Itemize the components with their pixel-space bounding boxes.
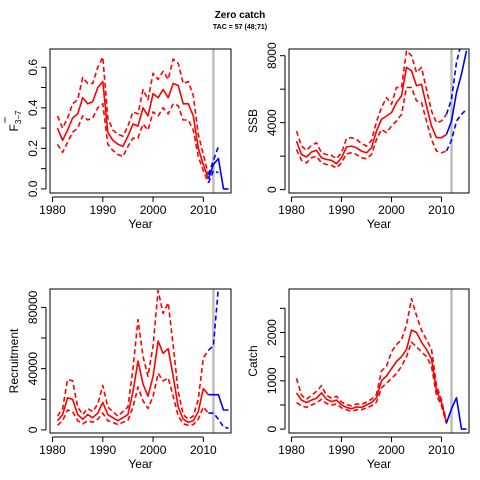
y-tick-label: 0.6 bbox=[26, 59, 40, 76]
x-tick-label: 2000 bbox=[378, 203, 405, 217]
figure-subtitle: TAC = 57 (48;71) bbox=[212, 24, 268, 31]
y-tick-label: 4000 bbox=[265, 109, 279, 136]
plot-frame bbox=[288, 48, 470, 194]
y-tick-label: 0.2 bbox=[26, 140, 40, 157]
panel-catch: 1980 1990 2000 2010 Year 0 1000 2000 Catch bbox=[246, 288, 470, 471]
y-tick-label: 0 bbox=[265, 425, 279, 432]
y-axis-title-main: F bbox=[7, 124, 21, 131]
x-axis-title: Year bbox=[128, 457, 152, 471]
panel-f: 1980 1990 2000 2010 Year 0.0 0.2 0.4 0.6 F3−7 bbox=[4, 48, 232, 231]
y-tick-label: 0 bbox=[265, 186, 279, 193]
plot-frame bbox=[288, 288, 470, 434]
historic-dashed-line-2 bbox=[56, 372, 210, 427]
historic-dashed-line-1 bbox=[56, 289, 210, 421]
plot-frame bbox=[49, 48, 232, 194]
figure-title: Zero catch bbox=[214, 10, 266, 21]
plot-area bbox=[56, 289, 229, 433]
historic-dashed-line-2 bbox=[296, 341, 448, 425]
plot-area bbox=[295, 49, 468, 193]
projection-dashed-line-5 bbox=[208, 412, 229, 430]
historic-solid-line-0 bbox=[295, 66, 447, 165]
plot-area bbox=[56, 49, 229, 193]
x-tick-label: 1990 bbox=[89, 203, 116, 217]
x-tick-label: 1980 bbox=[278, 203, 305, 217]
historic-dashed-line-2 bbox=[295, 86, 447, 169]
x-axis-title: Year bbox=[367, 217, 391, 231]
x-tick-label: 2010 bbox=[428, 203, 455, 217]
plot-area bbox=[295, 289, 467, 433]
y-tick-label: 0.4 bbox=[26, 99, 40, 116]
x-tick-label: 1990 bbox=[328, 203, 355, 217]
projection-solid-line-3 bbox=[445, 50, 468, 135]
x-tick-label: 2000 bbox=[378, 443, 405, 457]
x-tick-label: 1980 bbox=[39, 203, 66, 217]
x-tick-label: 2010 bbox=[190, 443, 217, 457]
historic-solid-line-0 bbox=[56, 340, 210, 424]
x-tick-label: 2010 bbox=[428, 443, 455, 457]
y-axis-title-subscript: 3−7 bbox=[14, 110, 23, 124]
x-axis-title: Year bbox=[367, 457, 391, 471]
plot-frame bbox=[49, 288, 232, 434]
historic-dashed-line-1 bbox=[295, 297, 448, 423]
historic-solid-line-0 bbox=[56, 80, 210, 180]
y-tick-label: 0 bbox=[26, 426, 40, 433]
y-tick-label: 40000 bbox=[26, 352, 40, 386]
x-tick-label: 1990 bbox=[89, 443, 116, 457]
y-axis-title: Catch bbox=[246, 345, 260, 376]
y-axis-title: Recruitment bbox=[7, 328, 21, 393]
x-tick-label: 2000 bbox=[140, 203, 167, 217]
y-tick-label: 2000 bbox=[265, 319, 279, 346]
x-tick-label: 1980 bbox=[39, 443, 66, 457]
x-tick-label: 1980 bbox=[278, 443, 305, 457]
projection-solid-line-3 bbox=[445, 396, 467, 430]
projection-solid-line-3 bbox=[207, 157, 229, 190]
projection-dashed-line-4 bbox=[207, 146, 220, 175]
historic-solid-line-0 bbox=[295, 329, 448, 424]
y-tick-label: 1000 bbox=[265, 367, 279, 394]
projection-dashed-line-5 bbox=[207, 169, 219, 184]
y-tick-label: 0.0 bbox=[26, 180, 40, 197]
historic-dashed-line-2 bbox=[56, 103, 210, 184]
panel-recruitment: 1980 1990 2000 2010 Year 0 40000 80000 Recruitme… bbox=[7, 288, 232, 471]
y-tick-label: 80000 bbox=[26, 290, 40, 324]
projection-dashed-line-4 bbox=[445, 49, 461, 115]
y-tick-label: 8000 bbox=[265, 42, 279, 69]
y-axis-title: SSB bbox=[246, 109, 260, 133]
projection-solid-line-3 bbox=[208, 393, 229, 411]
historic-dashed-line-1 bbox=[295, 49, 448, 160]
x-tick-label: 2010 bbox=[190, 203, 217, 217]
projection-dashed-line-4 bbox=[207, 289, 220, 351]
panel-ssb: 1980 1990 2000 2010 Year 0 4000 8000 SSB bbox=[246, 42, 470, 231]
x-axis-title: Year bbox=[128, 217, 152, 231]
x-tick-label: 1990 bbox=[328, 443, 355, 457]
x-tick-label: 2000 bbox=[140, 443, 167, 457]
y-axis-title: F3−7 bbox=[7, 110, 23, 131]
projection-dashed-line-5 bbox=[445, 108, 468, 152]
historic-dashed-line-1 bbox=[56, 56, 210, 175]
